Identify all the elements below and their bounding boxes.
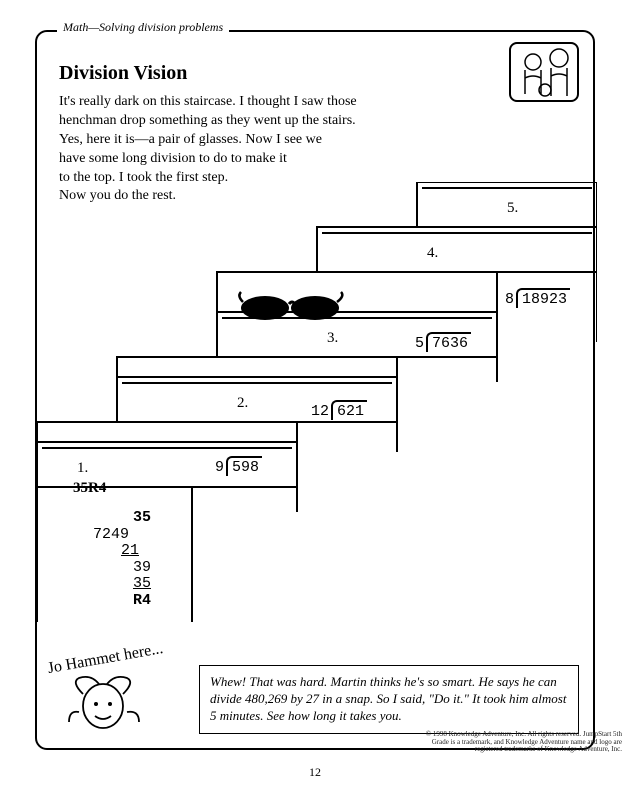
step-label-5: 5. [507, 200, 518, 217]
divisor: 5 [415, 335, 426, 352]
worksheet-page: Math—Solving division problems Division … [35, 30, 595, 750]
step-label-3: 3. [327, 330, 338, 347]
corner-illustration [509, 42, 579, 102]
henchmen-icon [511, 44, 581, 104]
worksheet-title: Division Vision [59, 62, 575, 85]
dividend: 621 [331, 400, 367, 420]
division-problem-2: 9598 [215, 456, 262, 476]
intro-line: It's really dark on this staircase. I th… [59, 94, 357, 109]
step1-answer: 35R4 [73, 480, 106, 497]
worked-divisor: 7 [93, 526, 102, 543]
division-problem-4: 57636 [415, 332, 471, 352]
dividend: 7636 [426, 332, 471, 352]
intro-line: Yes, here it is—a pair of glasses. Now I… [59, 132, 322, 147]
worked-dividend: 249 [102, 526, 129, 543]
intro-line: henchman drop something as they went up … [59, 113, 356, 128]
worked-line: 39 [93, 560, 153, 577]
divisor: 9 [215, 459, 226, 476]
jo-hammet-illustration [61, 674, 151, 734]
worked-example: 35 7249 21 39 35 R4 [93, 510, 153, 609]
divisor: 8 [505, 291, 516, 308]
jo-hammet-label: Jo Hammet here... [46, 640, 164, 678]
dividend: 18923 [516, 288, 570, 308]
step-label-2: 2. [237, 395, 248, 412]
intro-line: have some long division to do to make it [59, 151, 287, 166]
division-problem-5: 818923 [505, 288, 570, 308]
step-label-4: 4. [427, 245, 438, 262]
page-number: 12 [309, 765, 321, 780]
page-header: Math—Solving division problems [57, 20, 229, 35]
worked-line: 35 [93, 576, 153, 593]
worked-line: 21 [93, 543, 153, 560]
staircase-diagram: 5. 4. 3. 2. 1. 35R4 818923 57636 12621 9… [37, 182, 597, 622]
divisor: 12 [311, 403, 331, 420]
division-problem-3: 12621 [311, 400, 367, 420]
worked-remainder: R4 [93, 593, 153, 610]
step-label-1: 1. [77, 460, 88, 477]
bottom-note: Whew! That was hard. Martin thinks he's … [199, 665, 579, 734]
worked-quotient: 35 [93, 510, 153, 527]
dividend: 598 [226, 456, 262, 476]
sunglasses-icon [237, 290, 347, 327]
copyright-text: © 1998 Knowledge Adventure, Inc. All rig… [412, 731, 622, 754]
